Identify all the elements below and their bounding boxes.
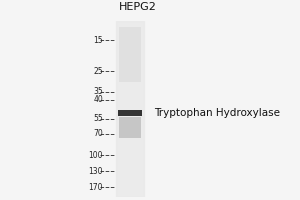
Bar bbox=[119, 27, 141, 82]
Text: 70: 70 bbox=[93, 129, 103, 138]
Text: 130: 130 bbox=[88, 167, 103, 176]
Text: 100: 100 bbox=[88, 151, 103, 160]
Bar bbox=[119, 117, 141, 138]
Bar bbox=[116, 21, 144, 197]
Text: 35: 35 bbox=[93, 87, 103, 96]
Text: 40: 40 bbox=[93, 95, 103, 104]
Text: 25: 25 bbox=[93, 67, 103, 76]
Text: 170: 170 bbox=[88, 183, 103, 192]
Text: Tryptophan Hydroxylase: Tryptophan Hydroxylase bbox=[154, 108, 280, 118]
Text: 55: 55 bbox=[93, 114, 103, 123]
Bar bbox=[118, 110, 142, 116]
Text: HEPG2: HEPG2 bbox=[119, 2, 157, 12]
Text: 15: 15 bbox=[93, 36, 103, 45]
